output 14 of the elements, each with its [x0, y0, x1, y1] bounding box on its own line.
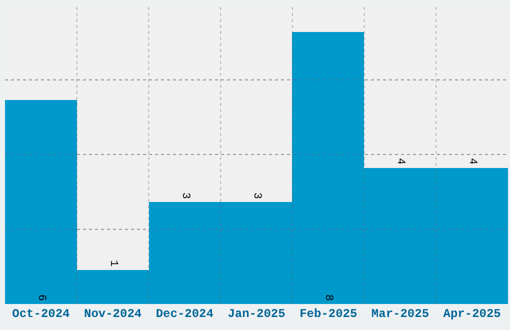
x-tick-label: Feb-2025 — [300, 307, 358, 321]
data-label: 4 — [466, 158, 478, 165]
x-tick-label: Mar-2025 — [371, 307, 430, 321]
data-label: 3 — [250, 192, 262, 199]
x-tick-label: Oct-2024 — [12, 307, 70, 321]
data-label: 8 — [322, 294, 334, 301]
data-label: 3 — [179, 192, 191, 199]
data-label: 6 — [35, 294, 47, 301]
x-tick-label: Dec-2024 — [156, 307, 214, 321]
x-tick-label: Nov-2024 — [84, 307, 142, 321]
x-tick-label: Apr-2025 — [443, 307, 501, 321]
data-label: 4 — [394, 158, 406, 165]
x-tick-label: Jan-2025 — [228, 307, 286, 321]
data-label: 1 — [107, 260, 119, 267]
